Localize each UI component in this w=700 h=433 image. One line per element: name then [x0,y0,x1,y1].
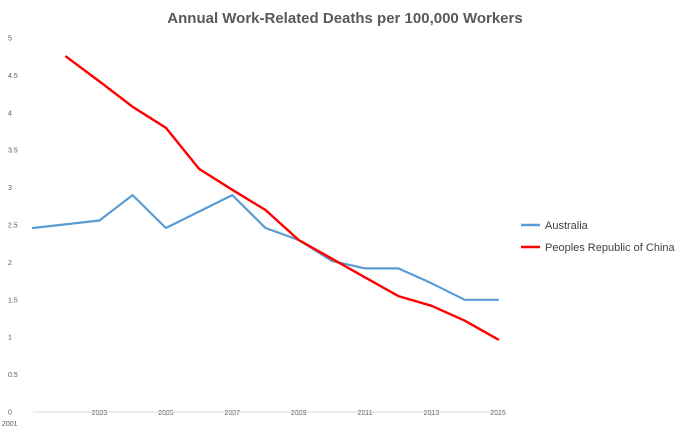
y-tick-label: 2 [8,260,12,267]
legend-label: Peoples Republic of China [545,242,676,254]
series-line-china [64,55,500,341]
x-tick-label: 2001 [2,421,18,428]
y-tick-label: 4.5 [8,73,18,80]
legend-label: Australia [545,220,589,232]
series-lines [31,55,500,341]
y-tick-label: 5 [8,36,12,43]
y-tick-label: 0.5 [8,372,18,379]
y-tick-label: 3.5 [8,148,18,155]
y-tick-label: 4 [8,110,12,117]
y-tick-label: 2.5 [8,223,18,230]
y-tick-label: 1.5 [8,297,18,304]
legend: Australia Peoples Republic of China [521,220,676,254]
x-axis: 20012003200520072009201120132015 [2,410,506,428]
y-axis: 0 0.5 1 1.5 2 2.5 3 3.5 4 4.5 5 [8,36,18,417]
y-tick-label: 0 [8,410,12,417]
y-tick-label: 3 [8,185,12,192]
y-tick-label: 1 [8,335,12,342]
chart-title: Annual Work-Related Deaths per 100,000 W… [167,10,523,27]
